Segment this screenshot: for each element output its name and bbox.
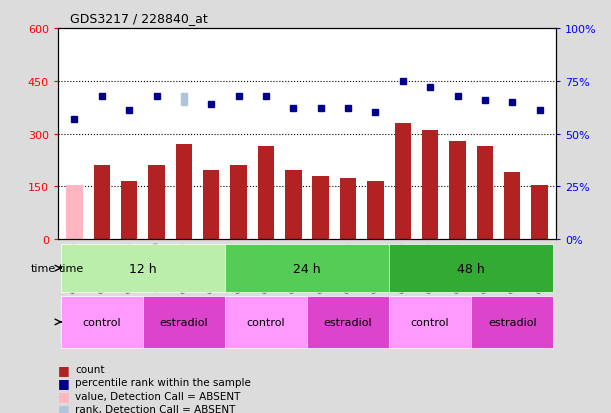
Bar	[203, 171, 219, 240]
Text: 24 h: 24 h	[293, 262, 321, 275]
Text: count: count	[75, 364, 104, 374]
Bar	[258, 147, 274, 240]
Bar	[307, 297, 389, 348]
Text: time: time	[31, 263, 56, 273]
Text: estradiol: estradiol	[159, 317, 208, 327]
Bar	[60, 297, 143, 348]
Bar	[121, 182, 137, 240]
Bar	[93, 166, 110, 240]
Bar	[225, 244, 389, 292]
Text: value, Detection Call = ABSENT: value, Detection Call = ABSENT	[75, 391, 241, 401]
Text: ■: ■	[58, 376, 74, 389]
Text: ■: ■	[58, 363, 74, 376]
Bar	[504, 173, 521, 240]
Text: 12 h: 12 h	[129, 262, 156, 275]
Text: percentile rank within the sample: percentile rank within the sample	[75, 377, 251, 387]
Bar	[477, 147, 493, 240]
Bar	[471, 297, 554, 348]
Text: rank, Detection Call = ABSENT: rank, Detection Call = ABSENT	[75, 404, 235, 413]
Text: ■: ■	[58, 389, 74, 402]
Bar	[225, 297, 307, 348]
Text: control: control	[247, 317, 285, 327]
Bar	[449, 141, 466, 240]
Bar	[422, 131, 438, 240]
Bar	[312, 176, 329, 240]
Bar	[66, 185, 82, 240]
Bar	[230, 166, 247, 240]
Bar	[285, 171, 302, 240]
Bar	[389, 244, 554, 292]
Text: control: control	[82, 317, 121, 327]
Bar	[148, 166, 165, 240]
Text: ■: ■	[58, 402, 74, 413]
Bar	[176, 145, 192, 240]
Text: estradiol: estradiol	[324, 317, 372, 327]
Text: 48 h: 48 h	[457, 262, 485, 275]
Text: estradiol: estradiol	[488, 317, 536, 327]
Bar	[340, 178, 356, 240]
Bar	[532, 185, 548, 240]
Text: time: time	[58, 263, 84, 273]
Bar	[143, 297, 225, 348]
Text: GDS3217 / 228840_at: GDS3217 / 228840_at	[70, 12, 208, 25]
Bar	[389, 297, 471, 348]
Text: control: control	[411, 317, 450, 327]
Bar	[58, 29, 556, 240]
Bar	[60, 244, 225, 292]
Bar	[395, 124, 411, 240]
Bar	[367, 182, 384, 240]
